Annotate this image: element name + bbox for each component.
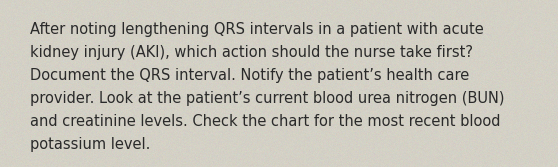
- Text: kidney injury (AKI), which action should the nurse take first?: kidney injury (AKI), which action should…: [30, 45, 473, 60]
- Text: and creatinine levels. Check the chart for the most recent blood: and creatinine levels. Check the chart f…: [30, 114, 501, 129]
- Text: provider. Look at the patient’s current blood urea nitrogen (BUN): provider. Look at the patient’s current …: [30, 91, 504, 106]
- Text: After noting lengthening QRS intervals in a patient with acute: After noting lengthening QRS intervals i…: [30, 22, 484, 37]
- Text: Document the QRS interval. Notify the patient’s health care: Document the QRS interval. Notify the pa…: [30, 68, 469, 83]
- Text: potassium level.: potassium level.: [30, 137, 150, 152]
